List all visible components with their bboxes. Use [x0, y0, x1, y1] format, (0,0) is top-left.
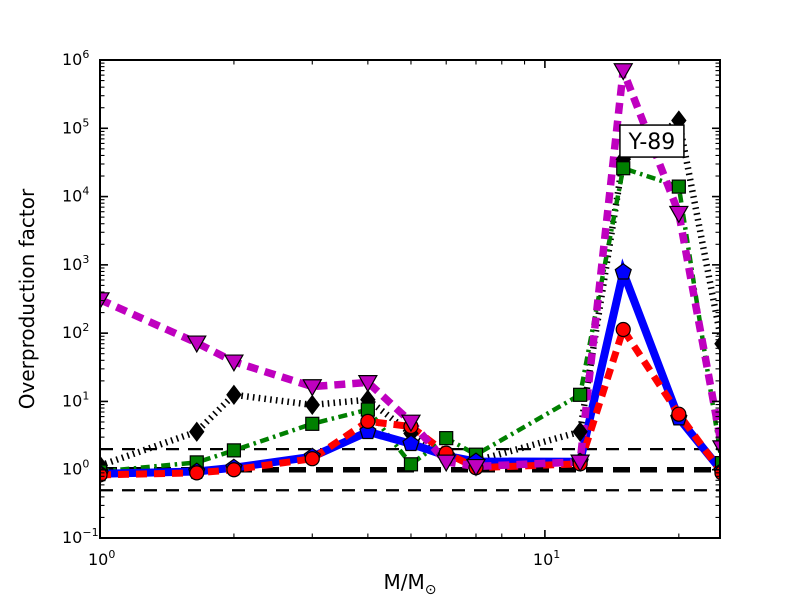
annotation-box: Y-89 [619, 124, 685, 158]
triangle-down-marker [302, 379, 323, 397]
x-axis-label-main: M/M [384, 570, 425, 594]
series-layer [100, 63, 720, 492]
circle-marker [360, 413, 376, 429]
series-line-black-dotted-diamond [100, 114, 720, 469]
triangle-down-marker [223, 354, 244, 373]
tick-label-10e5: 105 [62, 116, 89, 137]
square-marker [671, 179, 686, 194]
diamond-marker [304, 394, 320, 416]
triangle-down-marker [436, 454, 457, 473]
series-markers-magenta-dashed-triangle [100, 63, 720, 477]
y-axis-label: Overproduction factor [15, 188, 39, 409]
triangle-down-marker [357, 374, 378, 393]
pentagon-marker [402, 434, 420, 452]
triangle-down-marker [668, 205, 689, 224]
triangle-down-marker [400, 414, 422, 433]
tick-label-10e4: 104 [62, 185, 89, 206]
solar-mass-symbol: ⊙ [425, 582, 437, 598]
circle-marker [615, 321, 631, 338]
tick-label-10e2: 102 [62, 321, 89, 342]
square-marker [305, 416, 320, 431]
series-line-red-dashed-circle [100, 321, 720, 479]
annotation-label: Y-89 [628, 130, 676, 155]
square-marker [226, 443, 242, 458]
diamond-marker [572, 421, 588, 442]
tick-label-10e0: 100 [62, 458, 89, 479]
square-marker [616, 161, 631, 176]
diamond-marker [189, 421, 205, 442]
tick-label-10e6: 106 [62, 48, 89, 69]
plot-border [99, 59, 721, 539]
triangle-down-marker [465, 458, 487, 477]
tick-label-10e-1: 10−1 [62, 526, 99, 547]
x-axis-label: M/M⊙ [384, 570, 437, 598]
diamond-marker [226, 384, 242, 405]
circle-marker [671, 406, 687, 422]
tick-label-10e1: 101 [62, 389, 89, 410]
tick-label-10e1: 101 [533, 548, 560, 569]
circle-marker [226, 462, 242, 478]
circle-marker [100, 467, 108, 483]
square-marker [439, 431, 454, 446]
circle-marker [189, 465, 205, 481]
tick-label-10e3: 103 [62, 253, 89, 274]
triangle-down-marker [613, 63, 634, 81]
series-line-magenta-dashed-triangle [100, 69, 720, 471]
circle-marker [304, 451, 320, 467]
pentagon-marker [614, 263, 632, 280]
square-marker [403, 457, 419, 472]
annotation-frame [619, 124, 685, 158]
square-marker [714, 455, 720, 471]
triangle-down-marker [186, 335, 207, 354]
square-marker [573, 387, 588, 402]
tick-label-10e0: 100 [88, 548, 115, 569]
triangle-down-marker [570, 454, 591, 473]
